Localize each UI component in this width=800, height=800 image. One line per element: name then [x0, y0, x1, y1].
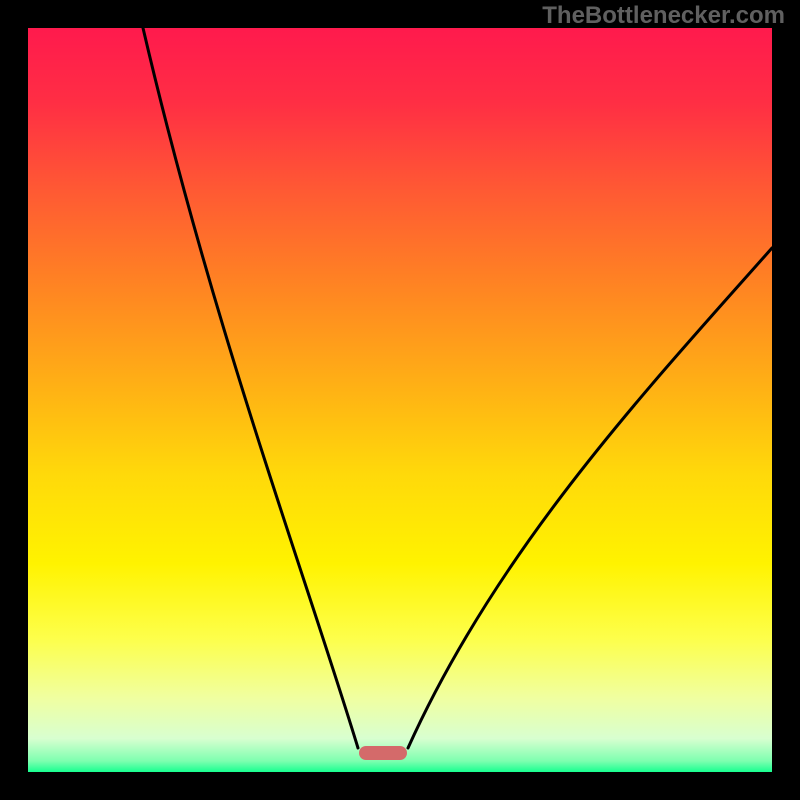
plot-area	[28, 28, 772, 772]
watermark-text: TheBottlenecker.com	[542, 2, 785, 30]
bottom-marker	[359, 746, 407, 760]
plot-svg	[28, 28, 772, 772]
gradient-background	[28, 28, 772, 772]
chart-container: TheBottlenecker.com	[0, 0, 800, 800]
